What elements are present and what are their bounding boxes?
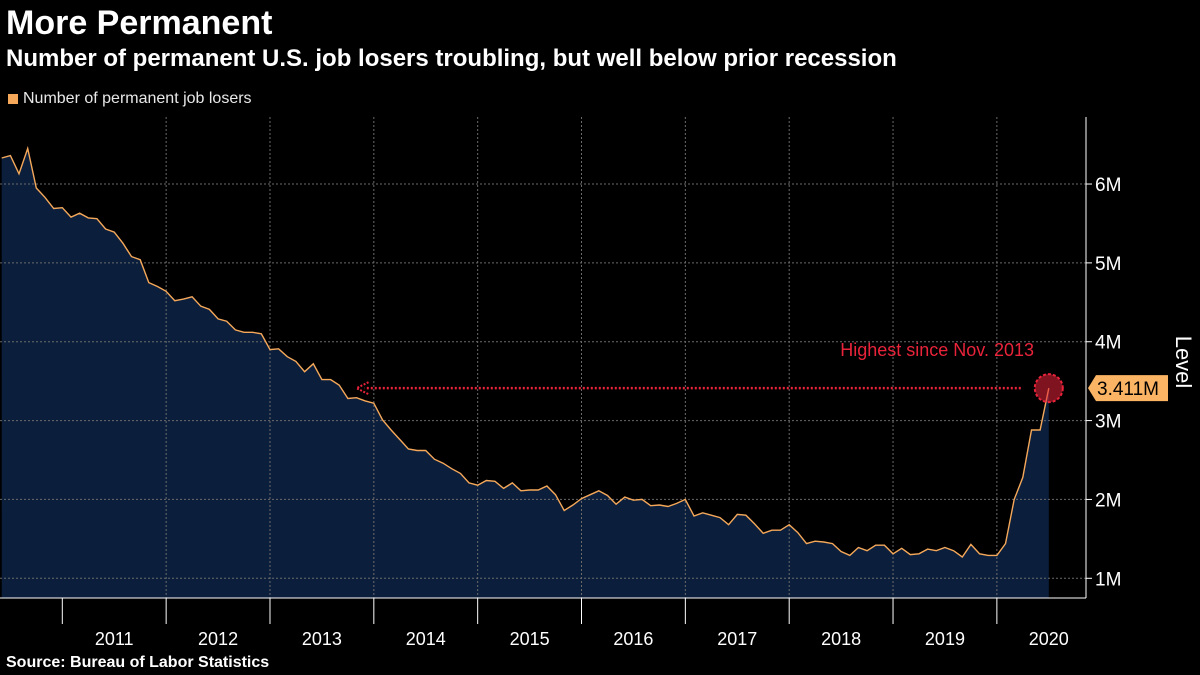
x-tick-label: 2017 bbox=[717, 629, 757, 649]
x-tick-label: 2015 bbox=[510, 629, 550, 649]
y-axis-title: Level bbox=[1171, 336, 1196, 389]
x-tick-label: 2019 bbox=[925, 629, 965, 649]
x-tick-label: 2014 bbox=[406, 629, 446, 649]
chart-title: More Permanent bbox=[6, 4, 273, 42]
legend: Number of permanent job losers bbox=[8, 90, 252, 108]
legend-label: Number of permanent job losers bbox=[23, 90, 252, 107]
series-area bbox=[1, 148, 1049, 598]
annotation-marker bbox=[1033, 373, 1064, 404]
y-tick-label: 5M bbox=[1095, 254, 1121, 275]
chart-subtitle: Number of permanent U.S. job losers trou… bbox=[6, 45, 897, 72]
y-tick-label: 3M bbox=[1095, 412, 1121, 433]
x-tick-label: 2011 bbox=[95, 629, 134, 649]
y-tick-label: 2M bbox=[1095, 490, 1121, 511]
x-tick-label: 2012 bbox=[198, 629, 238, 649]
x-tick-label: 2020 bbox=[1029, 629, 1069, 649]
x-tick-label: 2016 bbox=[613, 629, 653, 649]
y-tick-label: 6M bbox=[1095, 175, 1121, 196]
x-tick-label: 2013 bbox=[302, 629, 342, 649]
value-callout-bg bbox=[1088, 375, 1168, 402]
annotation-note: Highest since Nov. 2013 bbox=[840, 340, 1034, 360]
y-tick-label: 1M bbox=[1095, 569, 1121, 590]
y-tick-label: 4M bbox=[1095, 333, 1121, 354]
legend-swatch bbox=[8, 94, 18, 104]
source-note: Source: Bureau of Labor Statistics bbox=[6, 654, 270, 671]
value-callout-label: 3.411M bbox=[1097, 379, 1159, 400]
series-line bbox=[1, 145, 1050, 558]
x-tick-label: 2018 bbox=[821, 629, 861, 649]
annotation-arrowhead bbox=[354, 381, 369, 396]
